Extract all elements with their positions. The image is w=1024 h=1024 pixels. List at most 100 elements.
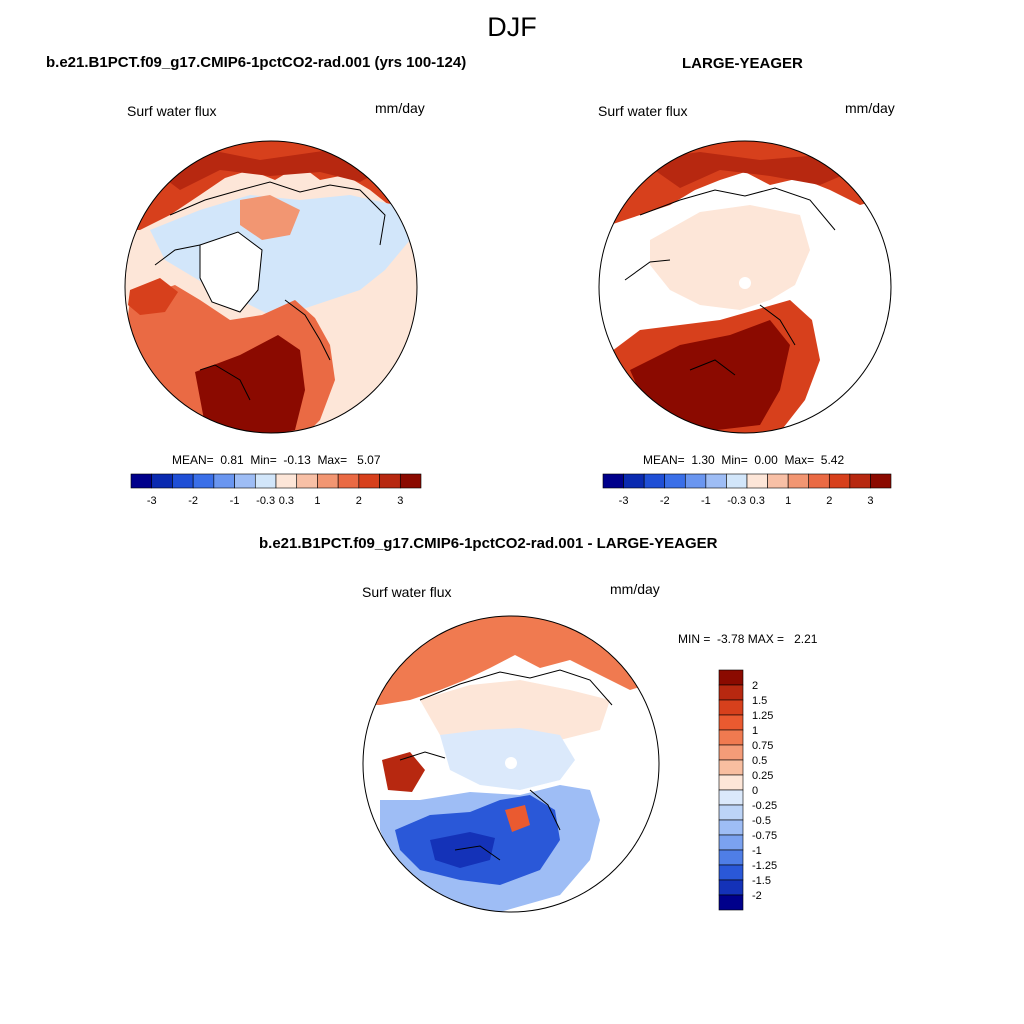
panel2-colorbar-tick: 3 [867, 495, 873, 507]
panel2-pacific-core [640, 152, 855, 188]
panel3-colorbar-tick: -0.5 [752, 815, 771, 827]
panel3-colorbar: 2 1.5 1.25 1 0.75 0.5 0.25 0 -0.25 -0.5 -0.75 -1 -1.… [718, 669, 777, 911]
panel1-colorbar-box [254, 473, 277, 489]
panel3-pole-hole [505, 757, 517, 769]
panel3-units-label: mm/day [610, 581, 660, 597]
panel1-mean-value: 0.81 [220, 453, 244, 467]
panel3-min-label: MIN = [678, 632, 711, 646]
panel1-colorbar-box [172, 473, 194, 489]
panel1-map [124, 140, 418, 434]
panel3-max-value: 2.21 [794, 632, 818, 646]
panel1-max-value: 5.07 [357, 453, 381, 467]
panel2-map-border [598, 140, 892, 434]
panel1-colorbar-box [358, 473, 380, 489]
panel3-colorbar-box [718, 789, 744, 806]
panel2-colorbar-tick: 2 [826, 495, 832, 507]
panel2-colorbar-box [746, 473, 768, 489]
panel3-colorbar-box [718, 849, 744, 866]
panel3-map-border [362, 615, 660, 913]
panel2-arctic-positive [650, 205, 810, 310]
panel2-colorbar-tick: -0.3 [727, 495, 746, 507]
panel1-min-value: -0.13 [283, 453, 311, 467]
panel3-colorbar-box [718, 819, 744, 836]
panel3-max-label: MAX = [747, 632, 785, 646]
panel3-colorbar-tick: 1 [752, 725, 758, 737]
panel2-mean-label: MEAN= [643, 453, 685, 467]
panel1-atlantic-core [195, 335, 305, 433]
panel2-colorbar-tick: -1 [701, 495, 711, 507]
panel3-colorbar-box [718, 834, 744, 851]
panel1-colorbar-tick: 2 [356, 495, 362, 507]
panel1-colorbar-box [399, 473, 422, 489]
panel3-pacific-weak [420, 680, 610, 745]
panel2-colorbar-box [849, 473, 871, 489]
panel3-colorbar-box [718, 669, 744, 686]
panel3-map [362, 615, 660, 913]
panel2-units-label: mm/day [845, 100, 895, 116]
panel3-coastline [399, 669, 613, 861]
panel1-title: b.e21.B1PCT.f09_g17.CMIP6-1pctCO2-rad.00… [46, 54, 467, 71]
panel2-map [598, 140, 892, 434]
panel1-variable-label: Surf water flux [127, 103, 217, 119]
panel1-colorbar-tick: -1 [230, 495, 240, 507]
panel3-colorbar-box [718, 759, 744, 776]
panel3-colorbar-tick: -1.5 [752, 875, 771, 887]
panel3-colorbar-tick: 2 [752, 680, 758, 692]
panel2-colorbar-box [870, 473, 892, 489]
panel2-colorbar-box [808, 473, 830, 489]
panel2-colorbar-box [643, 473, 666, 489]
panel1-mean-label: MEAN= [172, 453, 214, 467]
panel1-greenland [199, 231, 263, 313]
panel3-colorbar-tick: -1 [752, 845, 762, 857]
panel2-colorbar-tick: -3 [619, 495, 629, 507]
panel3-colorbar-tick: 0.25 [752, 770, 773, 782]
season-title: DJF [487, 12, 537, 42]
panel1-colorbar-tick: -2 [188, 495, 198, 507]
panel1-west-patch [128, 278, 178, 315]
panel3-stats: MIN = -3.78 MAX = 2.21 [678, 632, 817, 646]
panel1-colorbar-box [130, 473, 153, 489]
panel3-colorbar-box [718, 774, 744, 791]
panel2-colorbar: -3 -2 -1 -0.3 0.3 1 2 3 [602, 473, 892, 507]
panel1-colorbar-box [296, 473, 318, 489]
panel1-min-label: Min= [250, 453, 277, 467]
panel1-colorbar-tick: -0.3 [256, 495, 275, 507]
panel3-colorbar-tick: 1.5 [752, 695, 767, 707]
panel3-colorbar-tick: -1.25 [752, 860, 777, 872]
panel2-atlantic-core [630, 320, 790, 432]
panel2-max-value: 5.42 [820, 453, 845, 467]
panel1-pacific-core [140, 150, 390, 190]
panel3-colorbar-tick: -2 [752, 890, 762, 902]
panel3-variable-label: Surf water flux [362, 584, 452, 600]
panel3-title: b.e21.B1PCT.f09_g17.CMIP6-1pctCO2-rad.00… [259, 535, 718, 552]
panel3-colorbar-tick: -0.75 [752, 830, 777, 842]
panel3-pos-blob [505, 805, 530, 832]
panel1-colorbar-box [192, 473, 215, 489]
panel2-title: LARGE-YEAGER [682, 55, 803, 72]
panel3-colorbar-box [718, 894, 744, 911]
panel1-colorbar-box [213, 473, 235, 489]
panel3-colorbar-tick: -0.25 [752, 800, 777, 812]
panel1-coastline-arctic [154, 181, 386, 401]
panel1-stats: MEAN= 0.81 Min= -0.13 Max= 5.07 [172, 453, 381, 467]
panel2-colorbar-box [664, 473, 686, 489]
panel2-colorbar-box [623, 473, 645, 489]
panel3-colorbar-tick: 1.25 [752, 710, 773, 722]
panel3-west-positive [382, 752, 425, 792]
panel1-colorbar-box [234, 473, 256, 489]
panel3-colorbar-box [718, 804, 744, 821]
panel3-min-value: -3.78 [717, 632, 745, 646]
panel1-colorbar-tick: 1 [314, 495, 320, 507]
panel2-colorbar-box [726, 473, 748, 489]
panel1-colorbar-tick: -3 [147, 495, 157, 507]
panel2-min-value: 0.00 [754, 453, 778, 467]
panel1-map-border [124, 140, 418, 434]
panel2-max-label: Max= [784, 453, 815, 467]
panel3-colorbar-box [718, 714, 744, 731]
panel3-colorbar-box [718, 729, 744, 746]
panel3-atlantic-core [430, 832, 495, 868]
panel2-colorbar-box [767, 473, 789, 489]
panel2-min-label: Min= [721, 453, 748, 467]
panel2-colorbar-tick: 1 [785, 495, 791, 507]
panel3-colorbar-box [718, 879, 744, 896]
